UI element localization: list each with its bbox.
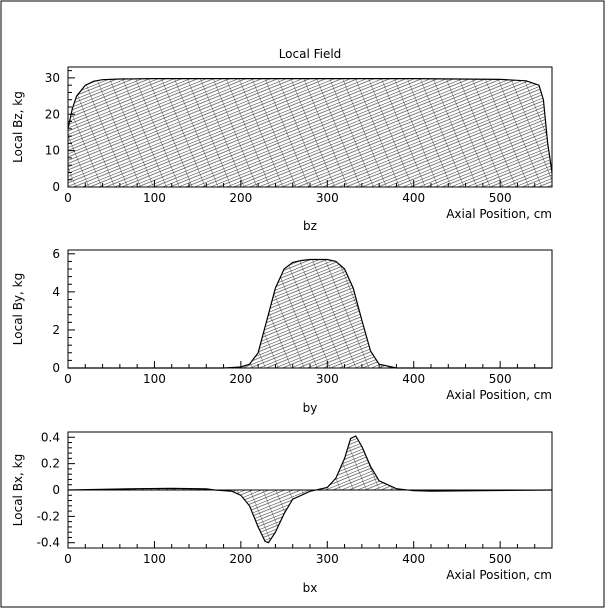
bx-x-axis-label: Axial Position, cm [446, 568, 552, 582]
chart-title: Local Field [279, 47, 342, 61]
bx-y-axis-label: Local Bx, kg [11, 454, 25, 526]
bx-y-tick-label: 0.4 [41, 430, 60, 444]
bx-x-tick-label: 500 [489, 552, 512, 566]
bx-x-tick-label: 100 [143, 552, 166, 566]
bz-y-axis-label: Local Bz, kg [11, 91, 25, 163]
panel-by: 0 100 200 300 400 500 0 2 4 6 Axial Position, cm Lo… [11, 247, 553, 415]
bx-y-tick-label: 0 [52, 483, 60, 497]
by-y-tick-label: 4 [52, 285, 60, 299]
by-x-tick-label: 200 [229, 372, 252, 386]
by-x-axis-label: Axial Position, cm [446, 388, 552, 402]
by-x-tick-label: 400 [402, 372, 425, 386]
by-caption: by [303, 401, 318, 415]
bx-y-tick-label: -0.2 [37, 509, 60, 523]
bz-x-tick-label: 400 [402, 191, 425, 205]
bx-x-tick-label: 200 [229, 552, 252, 566]
bz-x-tick-label: 200 [229, 191, 252, 205]
bz-x-tick-label: 0 [64, 191, 72, 205]
by-x-tick-label: 500 [489, 372, 512, 386]
by-y-axis-label: Local By, kg [11, 273, 25, 345]
bz-x-tick-label: 100 [143, 191, 166, 205]
bx-curve [67, 435, 553, 544]
bz-x-tick-label: 300 [316, 191, 339, 205]
bx-x-tick-label: 0 [64, 552, 72, 566]
by-y-tick-label: 6 [52, 247, 60, 261]
bz-y-tick-label: 30 [45, 71, 60, 85]
by-area-fill [68, 259, 552, 368]
panel-bz: 0 100 200 300 400 500 0 10 20 30 Axial Position, c… [11, 47, 553, 233]
by-y-tick-label: 0 [52, 361, 60, 375]
bz-caption: bz [303, 219, 317, 233]
bx-area-fill [68, 436, 552, 543]
bz-x-tick-label: 500 [489, 191, 512, 205]
by-curve [68, 258, 552, 369]
bz-y-tick-label: 20 [45, 107, 60, 121]
bz-curve [67, 77, 553, 173]
bx-caption: bx [303, 581, 318, 595]
by-y-tick-label: 2 [52, 323, 60, 337]
bx-y-tick-label: -0.4 [37, 536, 60, 550]
bz-y-tick-label: 10 [45, 144, 60, 158]
by-x-tick-label: 100 [143, 372, 166, 386]
bx-y-tick-label: 0.2 [41, 457, 60, 471]
by-x-tick-label: 300 [316, 372, 339, 386]
panel-bx: 0 100 200 300 400 500 -0.4 -0.2 0 0.2 0.4 Axial Pos… [11, 430, 553, 595]
bz-y-tick-label: 0 [52, 180, 60, 194]
by-x-tick-label: 0 [64, 372, 72, 386]
bz-x-axis-label: Axial Position, cm [446, 207, 552, 221]
bz-area-fill [68, 78, 552, 187]
bx-x-tick-label: 400 [402, 552, 425, 566]
bx-x-tick-label: 300 [316, 552, 339, 566]
